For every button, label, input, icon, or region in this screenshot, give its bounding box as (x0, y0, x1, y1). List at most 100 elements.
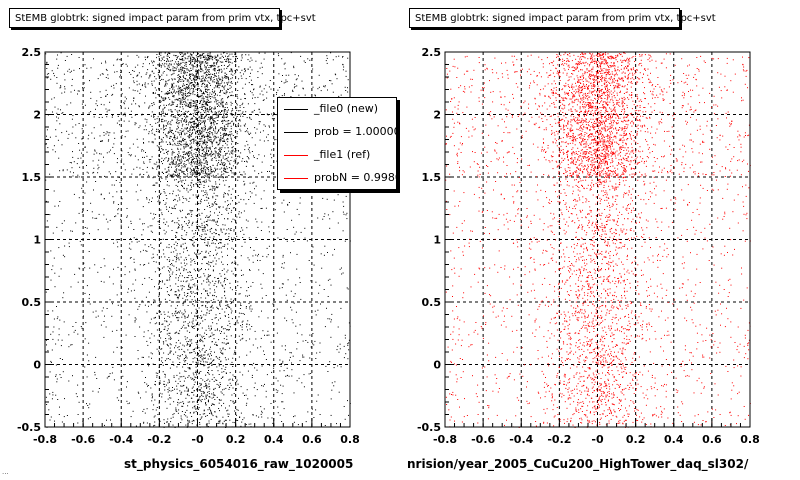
data-point (185, 110, 187, 112)
data-point (157, 64, 159, 66)
data-point (177, 64, 179, 66)
data-point (190, 184, 192, 186)
data-point (298, 75, 299, 77)
data-point (156, 348, 158, 350)
data-point (292, 355, 294, 357)
data-point (290, 252, 291, 254)
data-point (181, 58, 182, 60)
data-point (192, 173, 194, 175)
data-point (212, 73, 213, 75)
data-point (126, 216, 128, 218)
data-point (177, 156, 179, 158)
data-point (263, 88, 265, 90)
data-point (346, 212, 348, 214)
data-point (182, 85, 184, 87)
data-point (200, 62, 202, 64)
data-point (222, 113, 224, 115)
data-point (189, 167, 191, 169)
data-point (93, 58, 94, 60)
data-point (201, 128, 203, 130)
data-point (198, 158, 200, 160)
data-point (177, 383, 179, 385)
data-point (318, 74, 320, 76)
data-point (229, 122, 231, 124)
data-point (165, 171, 167, 173)
data-point (198, 96, 199, 98)
data-point (78, 123, 80, 124)
data-point (197, 249, 199, 251)
data-point (124, 112, 126, 114)
data-point (59, 123, 61, 125)
data-point (151, 111, 153, 113)
data-point (145, 86, 147, 88)
data-point (223, 167, 225, 169)
data-point (77, 333, 79, 335)
data-point (219, 84, 221, 86)
data-point (177, 164, 179, 166)
data-point (274, 197, 276, 199)
data-point (92, 217, 94, 219)
data-point (299, 324, 301, 326)
data-point (207, 245, 208, 247)
data-point (255, 132, 257, 134)
data-point (71, 132, 73, 134)
data-point (344, 240, 346, 242)
data-point (178, 277, 179, 279)
data-point (204, 256, 206, 258)
data-point (330, 52, 332, 54)
data-point (202, 348, 204, 349)
data-point (198, 300, 200, 301)
data-point (60, 345, 62, 347)
data-point (167, 52, 169, 54)
data-point (207, 99, 209, 101)
data-point (188, 283, 190, 285)
data-point (126, 400, 128, 402)
data-point (334, 248, 335, 250)
data-point (193, 109, 195, 111)
data-point (181, 411, 183, 412)
data-point (195, 277, 197, 279)
data-point (226, 53, 228, 55)
data-point (169, 69, 171, 71)
data-point (146, 422, 148, 424)
data-point (189, 339, 191, 341)
data-point (173, 163, 175, 165)
data-point (131, 173, 133, 175)
data-point (173, 375, 175, 377)
data-point (225, 419, 227, 421)
data-point (225, 116, 227, 118)
data-point (260, 413, 262, 415)
data-point (186, 390, 188, 392)
data-point (244, 93, 246, 95)
data-point (158, 172, 160, 174)
data-point (212, 174, 214, 176)
data-point (133, 70, 135, 72)
data-point (177, 63, 179, 65)
data-point (198, 138, 200, 140)
data-point (169, 127, 171, 129)
data-point (168, 257, 170, 258)
data-point (184, 315, 186, 317)
data-point (230, 131, 232, 133)
data-point (253, 155, 254, 157)
data-point (282, 283, 284, 285)
data-point (62, 254, 64, 256)
data-point (198, 184, 200, 185)
data-point (183, 345, 185, 347)
data-point (146, 383, 148, 385)
data-point (182, 140, 184, 142)
data-point (177, 289, 179, 291)
data-point (228, 95, 230, 97)
data-point (188, 85, 189, 87)
data-point (113, 143, 115, 145)
data-point (108, 139, 110, 141)
data-point (273, 139, 275, 141)
data-point (179, 294, 180, 296)
data-point (121, 137, 123, 139)
data-point (84, 64, 86, 66)
data-point (89, 303, 91, 305)
data-point (187, 405, 189, 407)
data-point (232, 378, 233, 380)
data-point (109, 132, 111, 134)
data-point (180, 148, 182, 150)
